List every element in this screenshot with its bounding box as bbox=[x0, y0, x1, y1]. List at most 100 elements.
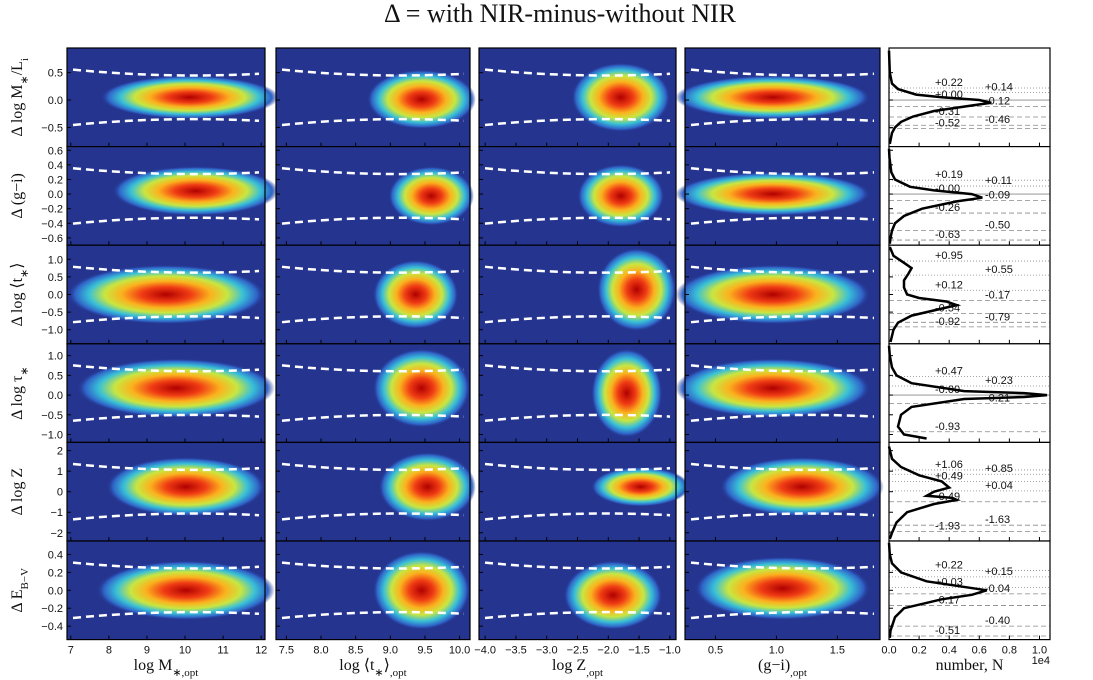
y-tick-label: 0.0 bbox=[48, 189, 63, 201]
x-axis-label-part: ,opt bbox=[790, 667, 807, 679]
percentile-label: -0.40 bbox=[985, 615, 1010, 627]
y-tick-label: −0.4 bbox=[41, 621, 63, 633]
density-blob bbox=[378, 452, 476, 522]
density-blob bbox=[591, 348, 663, 438]
percentile-contour bbox=[281, 117, 465, 127]
x-tick-label: 9.5 bbox=[417, 645, 432, 657]
panel-frame bbox=[888, 540, 1051, 641]
x-tick-label: 1.5 bbox=[830, 645, 845, 657]
x-axis-label: (g−i),opt bbox=[758, 657, 807, 679]
y-tick-label: 0 bbox=[57, 487, 63, 499]
x-offset-label: 1e4 bbox=[1032, 655, 1050, 667]
y-tick-label: −0.6 bbox=[41, 233, 63, 245]
x-axis-label-part: ∗,opt bbox=[172, 667, 198, 679]
y-axis-label-part: Δ log M bbox=[9, 85, 26, 137]
density-blob bbox=[675, 172, 871, 216]
percentile-contour bbox=[281, 166, 465, 176]
y-tick-label: 2 bbox=[57, 446, 63, 458]
percentile-contour bbox=[72, 364, 260, 373]
x-tick-label: −4.0 bbox=[474, 645, 496, 657]
x-tick-label: 10.0 bbox=[449, 645, 470, 657]
x-axis-label-part: ∗ bbox=[374, 667, 383, 679]
y-tick-label: 1 bbox=[57, 466, 63, 478]
y-axis-label-part: Δ E bbox=[9, 589, 26, 612]
x-axis-label: log ⟨t∗⟩,opt bbox=[339, 657, 406, 679]
percentile-contour bbox=[690, 265, 875, 274]
x-tick-label: 7 bbox=[68, 645, 74, 657]
y-tick-label: 0.0 bbox=[48, 585, 63, 597]
y-tick-label: −2 bbox=[50, 528, 63, 540]
y-axis-label: Δ (g−i) bbox=[9, 173, 26, 219]
percentile-contour bbox=[484, 610, 671, 620]
y-axis-label-part: B−V bbox=[19, 568, 31, 590]
x-axis-label-part: number, N bbox=[936, 657, 1004, 674]
x-axis-label-part: log ⟨t bbox=[339, 657, 375, 674]
percentile-contour bbox=[484, 413, 671, 423]
y-axis-label: Δ log τ∗ bbox=[9, 366, 31, 420]
x-axis-label-part: ⟩ bbox=[384, 657, 390, 674]
x-axis-label-part: ,opt bbox=[390, 667, 407, 679]
percentile-contour bbox=[690, 117, 875, 127]
density-blob bbox=[67, 264, 265, 325]
percentile-label: +0.23 bbox=[985, 375, 1013, 387]
y-tick-label: 0.5 bbox=[48, 68, 63, 80]
percentile-label: -0.46 bbox=[985, 114, 1010, 126]
percentile-label: +0.22 bbox=[935, 560, 963, 572]
density-blob bbox=[76, 358, 275, 418]
percentile-label: +0.85 bbox=[985, 463, 1013, 475]
x-tick-label: 8.5 bbox=[348, 645, 363, 657]
percentile-label: +0.14 bbox=[985, 81, 1013, 93]
x-axis-label: number, N bbox=[936, 657, 1004, 674]
y-axis-label: Δ EB−V bbox=[9, 568, 31, 613]
percentile-label: +0.95 bbox=[935, 250, 963, 262]
x-tick-label: −1.5 bbox=[628, 645, 650, 657]
y-tick-label: 0.4 bbox=[48, 160, 63, 172]
density-blob bbox=[694, 556, 871, 620]
x-tick-label: 8 bbox=[106, 645, 112, 657]
percentile-contour bbox=[690, 166, 875, 176]
percentile-contour bbox=[484, 216, 671, 225]
panel-background bbox=[889, 442, 1050, 541]
percentile-contour bbox=[281, 216, 465, 225]
density-blob bbox=[577, 164, 665, 228]
panel-frame bbox=[478, 540, 677, 641]
y-tick-label: 0.0 bbox=[48, 290, 63, 302]
percentile-label: -0.09 bbox=[985, 190, 1010, 202]
percentile-contour bbox=[484, 166, 671, 176]
y-tick-label: −0.4 bbox=[41, 218, 63, 230]
density-blob bbox=[571, 62, 671, 132]
y-axis-label-part: Δ (g−i) bbox=[9, 173, 26, 219]
percentile-contour bbox=[72, 315, 260, 324]
percentile-contour bbox=[72, 512, 260, 521]
y-tick-label: 1.0 bbox=[48, 254, 63, 266]
x-tick-label: 1.0 bbox=[1032, 645, 1047, 657]
x-tick-label: −2.5 bbox=[567, 645, 589, 657]
density-blob bbox=[720, 457, 884, 517]
percentile-contour bbox=[281, 265, 465, 274]
percentile-contour bbox=[281, 561, 465, 570]
figure-title: Δ = with NIR-minus-without NIR bbox=[384, 0, 737, 28]
density-blob bbox=[100, 75, 279, 119]
percentile-label: +0.15 bbox=[985, 566, 1013, 578]
percentile-contour bbox=[72, 462, 260, 472]
density-blob bbox=[675, 75, 871, 119]
x-tick-label: 0.8 bbox=[1002, 645, 1017, 657]
x-tick-label: −3.5 bbox=[505, 645, 527, 657]
panel-background bbox=[889, 245, 1050, 344]
percentile-contour bbox=[690, 68, 875, 77]
histogram-line bbox=[887, 50, 992, 145]
y-tick-label: −0.5 bbox=[41, 307, 63, 319]
x-tick-label: −1.0 bbox=[659, 645, 681, 657]
density-blob bbox=[96, 560, 275, 620]
percentile-contour bbox=[281, 315, 465, 324]
x-tick-label: 12 bbox=[255, 645, 267, 657]
percentile-label: -0.51 bbox=[935, 625, 960, 637]
y-axis-label-part: ∗ bbox=[19, 75, 31, 84]
density-blob bbox=[373, 550, 470, 630]
percentile-contour bbox=[72, 216, 260, 225]
x-tick-label: 0.5 bbox=[708, 645, 723, 657]
panel-background bbox=[889, 146, 1050, 246]
percentile-contour bbox=[484, 265, 671, 274]
x-axis-label-part: log M bbox=[134, 657, 173, 674]
